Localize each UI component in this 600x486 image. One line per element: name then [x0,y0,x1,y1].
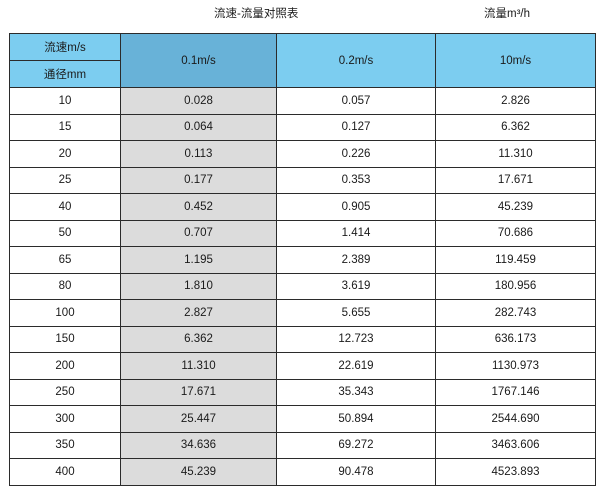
table-row: 350 34.636 69.272 3463.606 [9,431,596,459]
cell-flow-rate-col2: 11.310 [435,140,596,168]
cell-flow-rate-col2: 17.671 [435,166,596,194]
cell-flow-rate-col2: 1767.146 [435,378,596,406]
header-diameter-label: 通径mm [9,60,121,88]
cell-flow-rate-col1: 22.619 [276,352,436,380]
cell-nominal-diameter: 150 [9,325,121,353]
cell-nominal-diameter: 200 [9,352,121,380]
table-header: 流速m/s 0.1m/s 0.2m/s 10m/s 通径mm [9,33,596,88]
cell-flow-rate-col1: 1.414 [276,219,436,247]
cell-flow-rate-col1: 69.272 [276,431,436,459]
table-row: 40 0.452 0.905 45.239 [9,193,596,221]
cell-flow-rate-col0: 34.636 [120,431,277,459]
cell-flow-rate-col1: 0.057 [276,87,436,115]
cell-nominal-diameter: 10 [9,87,121,115]
cell-flow-rate-col2: 282.743 [435,299,596,327]
cell-flow-rate-col1: 90.478 [276,458,436,486]
cell-flow-rate-col2: 70.686 [435,219,596,247]
cell-nominal-diameter: 50 [9,219,121,247]
header-velocity-label: 流速m/s [9,33,121,61]
cell-nominal-diameter: 250 [9,378,121,406]
cell-flow-rate-col1: 50.894 [276,405,436,433]
cell-nominal-diameter: 300 [9,405,121,433]
table-row: 250 17.671 35.343 1767.146 [9,378,596,406]
column-header-2: 10m/s [435,33,596,88]
table-body: 10 0.028 0.057 2.826 15 0.064 0.127 6.362 20 0.11… [9,87,596,486]
cell-flow-rate-col0: 45.239 [120,458,277,486]
cell-nominal-diameter: 20 [9,140,121,168]
cell-nominal-diameter: 65 [9,246,121,274]
cell-nominal-diameter: 25 [9,166,121,194]
cell-flow-rate-col0: 1.810 [120,272,277,300]
caption-bar: 流速-流量对照表 流量m³/h [0,0,600,32]
table-row: 15 0.064 0.127 6.362 [9,113,596,141]
cell-nominal-diameter: 400 [9,458,121,486]
column-header-0: 0.1m/s [120,33,277,88]
cell-flow-rate-col1: 0.226 [276,140,436,168]
table-row: 10 0.028 0.057 2.826 [9,87,596,115]
column-header-1: 0.2m/s [276,33,436,88]
cell-flow-rate-col2: 1130.973 [435,352,596,380]
flow-unit-label: 流量m³/h [484,8,530,20]
cell-flow-rate-col1: 0.353 [276,166,436,194]
cell-flow-rate-col0: 0.707 [120,219,277,247]
cell-flow-rate-col0: 25.447 [120,405,277,433]
cell-flow-rate-col2: 2544.690 [435,405,596,433]
cell-flow-rate-col2: 45.239 [435,193,596,221]
cell-flow-rate-col0: 0.113 [120,140,277,168]
cell-flow-rate-col0: 17.671 [120,378,277,406]
cell-flow-rate-col1: 35.343 [276,378,436,406]
cell-flow-rate-col1: 0.127 [276,113,436,141]
cell-flow-rate-col2: 3463.606 [435,431,596,459]
table-row: 150 6.362 12.723 636.173 [9,325,596,353]
cell-flow-rate-col0: 0.028 [120,87,277,115]
chart-title: 流速-流量对照表 [214,8,299,20]
cell-flow-rate-col1: 2.389 [276,246,436,274]
flow-velocity-table-container: 流速m/s 0.1m/s 0.2m/s 10m/s 通径mm 10 0.028 0.… [9,33,596,486]
table-row: 400 45.239 90.478 4523.893 [9,458,596,486]
cell-flow-rate-col0: 6.362 [120,325,277,353]
cell-flow-rate-col2: 6.362 [435,113,596,141]
cell-flow-rate-col0: 0.452 [120,193,277,221]
table-row: 20 0.113 0.226 11.310 [9,140,596,168]
cell-flow-rate-col2: 180.956 [435,272,596,300]
cell-flow-rate-col1: 0.905 [276,193,436,221]
cell-flow-rate-col0: 11.310 [120,352,277,380]
header-row-bottom: 通径mm [9,60,596,88]
table-row: 300 25.447 50.894 2544.690 [9,405,596,433]
cell-flow-rate-col2: 4523.893 [435,458,596,486]
cell-flow-rate-col1: 5.655 [276,299,436,327]
header-row-top: 流速m/s 0.1m/s 0.2m/s 10m/s [9,33,596,88]
cell-nominal-diameter: 80 [9,272,121,300]
cell-flow-rate-col0: 1.195 [120,246,277,274]
flow-velocity-table: 流速m/s 0.1m/s 0.2m/s 10m/s 通径mm 10 0.028 0.… [9,33,596,486]
table-row: 50 0.707 1.414 70.686 [9,219,596,247]
cell-flow-rate-col1: 3.619 [276,272,436,300]
table-row: 100 2.827 5.655 282.743 [9,299,596,327]
cell-flow-rate-col0: 2.827 [120,299,277,327]
cell-flow-rate-col2: 2.826 [435,87,596,115]
cell-flow-rate-col2: 636.173 [435,325,596,353]
cell-flow-rate-col0: 0.064 [120,113,277,141]
cell-nominal-diameter: 100 [9,299,121,327]
cell-nominal-diameter: 40 [9,193,121,221]
table-row: 80 1.810 3.619 180.956 [9,272,596,300]
table-row: 25 0.177 0.353 17.671 [9,166,596,194]
cell-flow-rate-col2: 119.459 [435,246,596,274]
cell-nominal-diameter: 15 [9,113,121,141]
cell-nominal-diameter: 350 [9,431,121,459]
cell-flow-rate-col0: 0.177 [120,166,277,194]
table-row: 65 1.195 2.389 119.459 [9,246,596,274]
cell-flow-rate-col1: 12.723 [276,325,436,353]
table-row: 200 11.310 22.619 1130.973 [9,352,596,380]
